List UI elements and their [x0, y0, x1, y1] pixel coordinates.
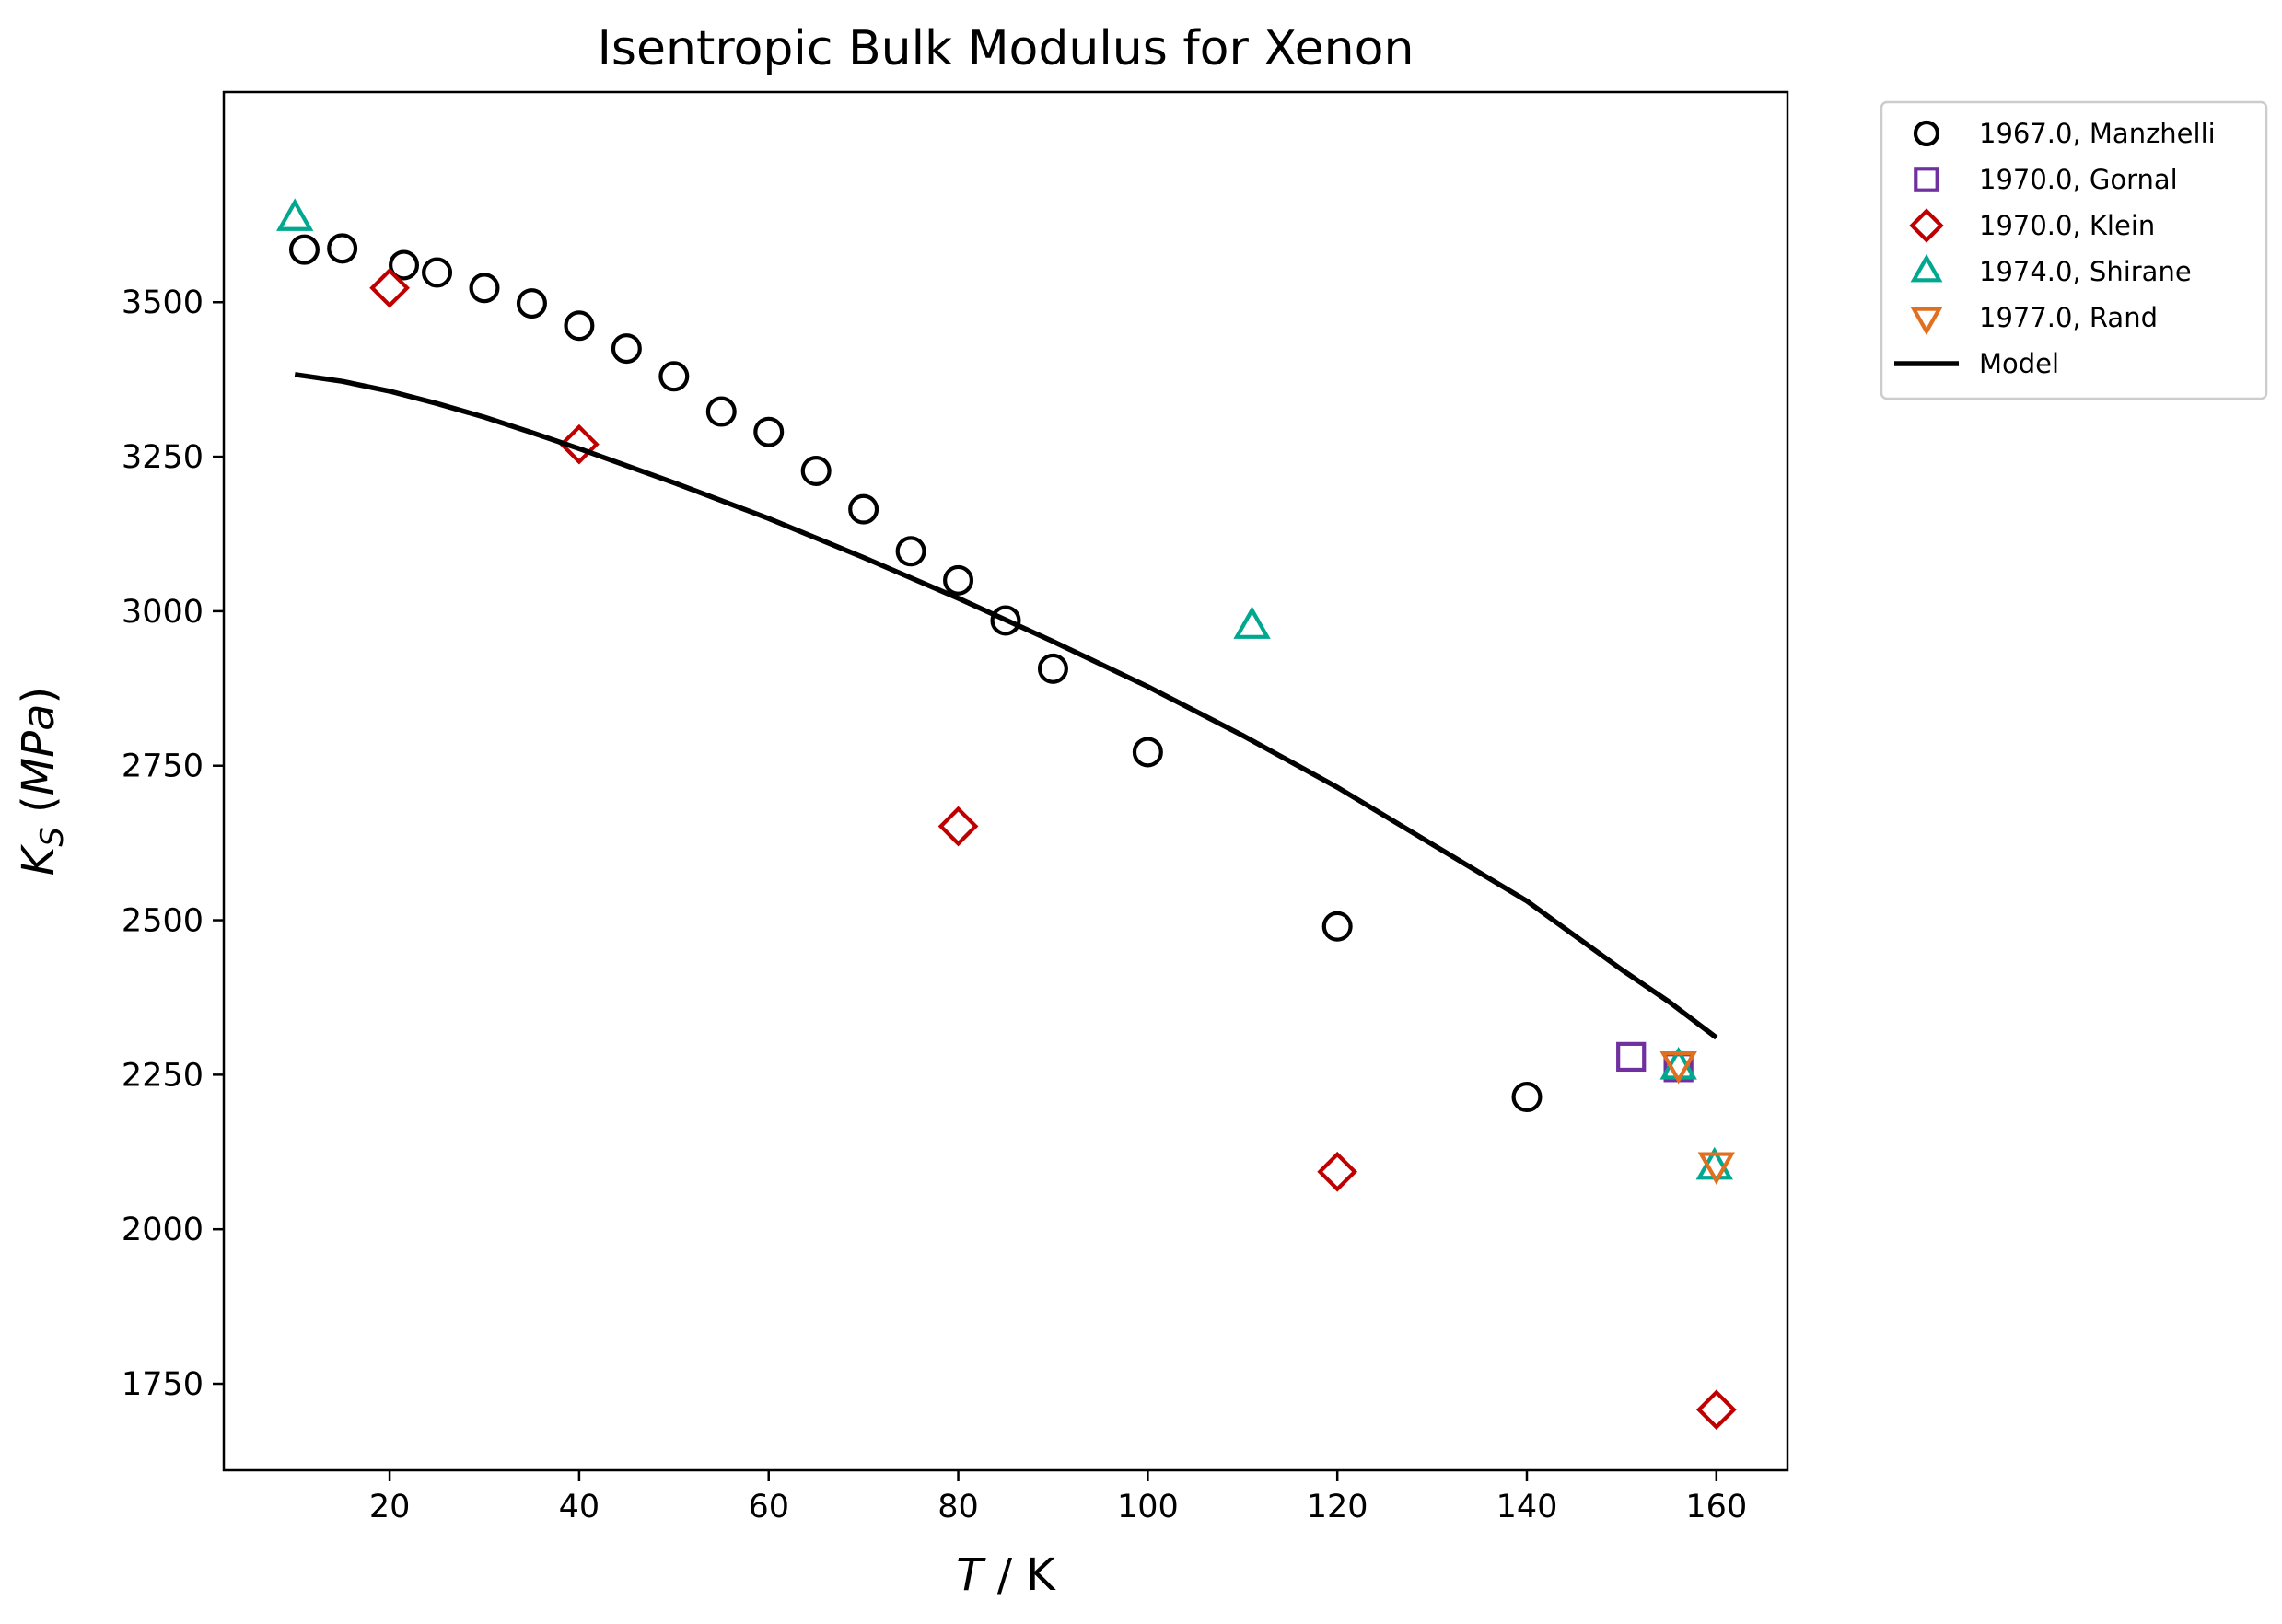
x-axis-symbol: T	[956, 1549, 986, 1601]
legend-item-model: Model	[1894, 348, 2059, 379]
y-tick-label: 3000	[122, 594, 204, 631]
y-tick-label: 2500	[122, 903, 204, 940]
circle-point	[1037, 653, 1068, 684]
legend-item-1974-0-shirane: 1974.0, Shirane	[1910, 253, 2192, 287]
diamond-point	[937, 806, 979, 847]
axis-ticks: 20 40 60 80 100 120 140 160 1750 2000 2250 2500 2750…	[122, 284, 1747, 1525]
circle-point	[895, 536, 926, 567]
circle-point	[516, 288, 547, 319]
y-tick-label: 2750	[122, 748, 204, 785]
x-tick-label: 140	[1496, 1489, 1558, 1525]
circle-point	[943, 564, 974, 596]
circle-point	[658, 361, 690, 392]
diamond-point	[559, 423, 600, 465]
legend-item-1977-0-rand: 1977.0, Rand	[1910, 302, 2158, 336]
y-tick-label: 3500	[122, 284, 204, 321]
circle-point	[389, 249, 420, 281]
circle-point	[327, 233, 358, 264]
legend-label: 1977.0, Rand	[1979, 302, 2158, 333]
legend-square-swatch	[1914, 167, 1939, 192]
circle-point	[800, 456, 832, 487]
legend: 1967.0, Manzhelli 1970.0, Gornal 1970.0, K…	[1880, 100, 2268, 400]
legend-frame	[1880, 100, 2268, 400]
series-1974-0-shirane	[276, 198, 1733, 1180]
x-tick-label: 60	[748, 1489, 789, 1525]
legend-item-1970-0-gornal: 1970.0, Gornal	[1914, 164, 2178, 195]
legend-label: 1967.0, Manzhelli	[1979, 118, 2216, 149]
legend-item-1967-0-manzhelli: 1967.0, Manzhelli	[1913, 118, 2216, 149]
circle-point	[288, 234, 320, 265]
diamond-point	[1317, 1151, 1358, 1192]
x-tick-label: 80	[937, 1489, 979, 1525]
legend-item-1970-0-klein: 1970.0, Klein	[1909, 208, 2155, 243]
circle-point	[611, 333, 642, 365]
circle-point	[1132, 737, 1163, 768]
model-line	[294, 372, 1718, 1040]
y-axis-symbol: K	[13, 843, 64, 876]
circle-point	[469, 273, 500, 304]
y-tick-label: 1750	[122, 1366, 204, 1403]
x-tick-label: 120	[1307, 1489, 1368, 1525]
y-axis-subscript: S	[34, 827, 71, 847]
triangle-down-point	[1659, 1051, 1697, 1085]
legend-label: 1970.0, Gornal	[1979, 164, 2178, 195]
y-axis-label: KS (MPa)	[13, 687, 71, 876]
x-tick-label: 100	[1117, 1489, 1179, 1525]
circle-point	[990, 605, 1021, 636]
y-tick-label: 3250	[122, 439, 204, 476]
legend-label: Model	[1979, 348, 2059, 379]
series-1977-0-rand	[1659, 1051, 1735, 1185]
x-tick-label: 20	[369, 1489, 411, 1525]
legend-triangle-up-swatch	[1910, 253, 1943, 283]
circle-point	[705, 396, 737, 427]
circle-point	[753, 416, 785, 447]
y-axis-unit: MPa	[13, 703, 64, 795]
y-tick-label: 2000	[122, 1212, 204, 1248]
legend-diamond-swatch	[1909, 208, 1944, 243]
plot-area	[222, 90, 1789, 1472]
series-1967-0-manzhelli	[288, 233, 1543, 1113]
diamond-point	[1695, 1389, 1737, 1431]
x-tick-label: 160	[1685, 1489, 1747, 1525]
circle-point	[422, 257, 453, 288]
y-tick-label: 2250	[122, 1057, 204, 1094]
x-axis-unit: / K	[984, 1549, 1057, 1601]
circle-point	[564, 310, 595, 342]
legend-circle-swatch	[1913, 120, 1940, 147]
triangle-up-point	[1233, 606, 1271, 639]
series-model	[294, 372, 1718, 1040]
triangle-up-point	[276, 198, 314, 231]
x-axis-label: T / K	[956, 1549, 1056, 1601]
square-point	[1616, 1041, 1647, 1073]
circle-point	[1511, 1082, 1543, 1113]
circle-point	[848, 493, 879, 525]
legend-label: 1974.0, Shirane	[1979, 256, 2192, 287]
triangle-down-point	[1697, 1152, 1735, 1185]
chart-title: Isentropic Bulk Modulus for Xenon	[598, 21, 1415, 76]
series-1970-0-klein	[369, 267, 1737, 1431]
x-tick-label: 40	[559, 1489, 600, 1525]
legend-triangle-down-swatch	[1910, 307, 1943, 336]
circle-point	[1321, 911, 1353, 942]
plot-frame	[222, 90, 1789, 1472]
legend-label: 1970.0, Klein	[1979, 210, 2155, 241]
diamond-point	[369, 267, 410, 308]
